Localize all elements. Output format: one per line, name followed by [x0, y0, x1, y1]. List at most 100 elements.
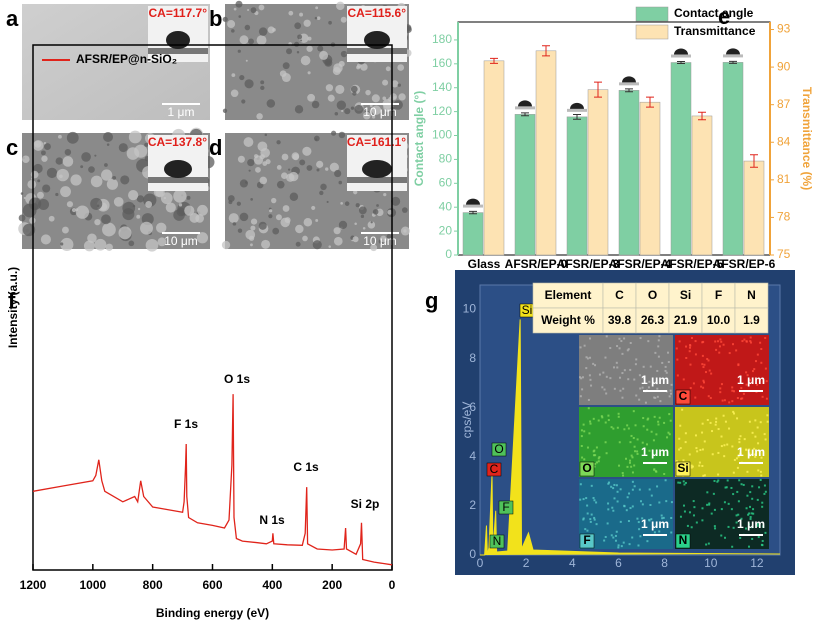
map-texture: [621, 396, 624, 399]
map-texture: [723, 455, 726, 458]
texture: [307, 71, 311, 75]
texture: [325, 167, 329, 171]
map-texture: [656, 369, 659, 372]
texture: [315, 138, 318, 141]
map-texture: [598, 456, 601, 459]
map-texture: [647, 386, 650, 389]
map-texture: [631, 536, 634, 539]
table-text: Weight %: [541, 313, 595, 327]
map-texture: [749, 517, 752, 520]
peak-tag: [498, 500, 514, 515]
texture: [186, 195, 191, 200]
map-texture: [587, 407, 590, 410]
map-texture: [731, 400, 734, 403]
map-texture: [593, 499, 596, 502]
table-cell: [602, 282, 637, 309]
map-texture: [740, 387, 743, 390]
map-texture: [619, 376, 622, 379]
map-texture: [629, 507, 632, 510]
texture: [288, 171, 299, 182]
map-texture: [756, 498, 759, 501]
map-texture: [593, 516, 596, 519]
map-texture: [676, 374, 679, 377]
map-texture: [666, 436, 669, 439]
texture: [260, 148, 270, 158]
y-tick-label: 100: [432, 128, 452, 142]
map-texture: [592, 362, 595, 365]
texture: [287, 168, 291, 171]
y2-tick-label: 93: [777, 22, 791, 36]
map-texture: [694, 434, 697, 437]
map-texture: [582, 498, 585, 501]
texture: [256, 113, 263, 120]
y2-axis-label: Transmittance (%): [800, 87, 814, 190]
map-texture: [597, 419, 600, 422]
texture: [118, 226, 132, 240]
texture: [222, 16, 228, 22]
scale-label: 10 μm: [363, 105, 397, 119]
map-texture: [713, 525, 716, 528]
map-texture: [694, 340, 697, 343]
texture: [313, 135, 320, 142]
map-texture: [646, 443, 649, 446]
texture: [303, 19, 311, 27]
texture: [294, 105, 304, 114]
map-texture: [631, 456, 634, 459]
map-texture: [726, 479, 729, 482]
map-texture: [590, 513, 593, 516]
element-tag: [675, 389, 691, 405]
map-texture: [614, 539, 617, 542]
map-texture: [586, 357, 589, 360]
map-texture: [690, 526, 693, 529]
map-texture: [765, 380, 768, 383]
map-texture: [653, 415, 656, 418]
texture: [30, 170, 39, 179]
map-texture: [656, 485, 659, 488]
texture: [275, 214, 282, 221]
map-texture: [750, 512, 753, 515]
error-bar: [490, 57, 498, 64]
map-texture: [629, 368, 632, 371]
texture: [299, 159, 306, 166]
texture: [391, 196, 401, 206]
map-texture: [695, 521, 698, 524]
map-texture: [633, 464, 636, 467]
map-texture: [650, 518, 653, 521]
droplet: [166, 31, 190, 49]
texture: [237, 155, 245, 163]
y-tick-label: 160: [432, 56, 452, 70]
map-texture: [654, 396, 657, 399]
map-texture: [626, 465, 629, 468]
texture: [259, 176, 268, 185]
panel-label: f: [8, 288, 16, 313]
map-texture: [648, 519, 651, 522]
substrate-icon: [671, 54, 691, 58]
texture: [145, 200, 153, 208]
texture: [94, 238, 107, 251]
texture: [261, 239, 271, 249]
legend-label: Contact angle: [674, 6, 754, 20]
map-texture: [730, 508, 733, 511]
texture: [358, 206, 367, 215]
map-texture: [637, 521, 640, 524]
texture: [350, 85, 358, 93]
texture: [221, 240, 231, 250]
map-texture: [718, 351, 721, 354]
texture: [300, 39, 303, 42]
map-texture: [739, 435, 742, 438]
peak-label: C 1s: [293, 460, 319, 474]
map-texture: [690, 464, 693, 467]
texture: [40, 150, 46, 156]
texture: [271, 197, 277, 204]
texture: [245, 229, 256, 240]
texture: [250, 243, 253, 247]
map-texture: [735, 521, 738, 524]
texture: [295, 241, 301, 247]
map-texture: [604, 441, 607, 444]
scale-label: 1 μm: [641, 445, 669, 459]
map-texture: [610, 534, 613, 537]
ca-label: CA=115.6°: [347, 6, 406, 20]
map-texture: [720, 508, 723, 511]
texture: [83, 240, 95, 252]
map-texture: [638, 374, 641, 377]
